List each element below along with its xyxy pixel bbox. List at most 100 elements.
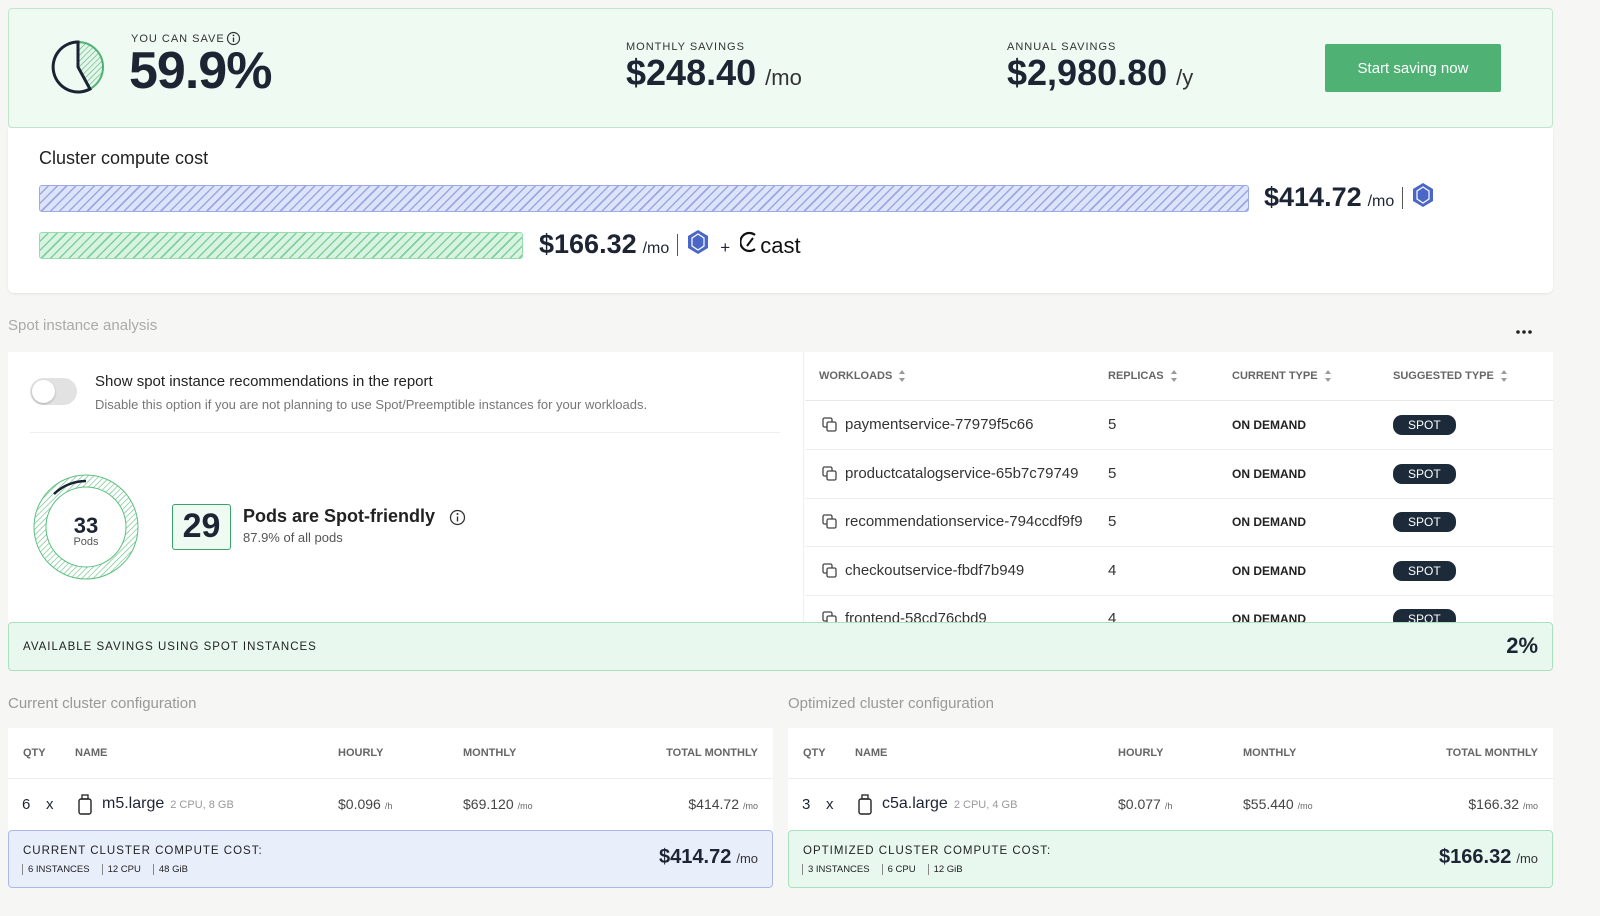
spot-toggle[interactable] [30, 378, 77, 405]
total-row: $414.72/mo [558, 796, 758, 812]
column-header-text: CURRENT TYPE [1232, 369, 1318, 382]
qty: 6 [22, 796, 31, 813]
optimized-cost-row: $166.32/mo + cast [539, 229, 801, 260]
current-type: ON DEMAND [1232, 515, 1306, 530]
replicas: 5 [1108, 464, 1117, 482]
current-type: ON DEMAND [1232, 563, 1306, 578]
optimized_config-summary-box [788, 830, 1553, 888]
monthly-amount-row: $248.40/mo [626, 52, 802, 94]
replicas: 4 [1108, 610, 1117, 622]
total: $166.32 [1468, 796, 1519, 812]
column-header[interactable]: CURRENT TYPE [1232, 369, 1332, 383]
suggested-type-badge: SPOT [1393, 512, 1456, 533]
spot-savings-value: 2% [1506, 633, 1538, 658]
pods-total: 33 [73, 513, 99, 538]
total-row: $166.32/mo [1338, 796, 1538, 812]
current-type: ON DEMAND [1232, 612, 1306, 622]
hourly: $0.096 [338, 796, 381, 812]
workload-name: productcatalogservice-65b7c79749 [845, 464, 1079, 482]
column-header[interactable]: REPLICAS [1108, 369, 1178, 383]
cost-title: Cluster compute cost [39, 148, 209, 168]
workload-name: frontend-58cd76cbd9 [845, 610, 987, 622]
summary-tag: 12 CPU [101, 864, 153, 875]
replicas: 4 [1108, 561, 1117, 579]
header-line [805, 400, 1553, 401]
monthly-unit: /mo [1297, 801, 1313, 811]
spot-friendly-label: Pods are Spot-friendly [243, 506, 436, 526]
monthly-row: $69.120/mo [463, 796, 533, 812]
instance-name-row: c5a.large 2 CPU, 4 GB [882, 795, 1017, 813]
summary-label: CURRENT CLUSTER COMPUTE COST: [23, 845, 263, 857]
workloads-table: WORKLOADS REPLICAS CURRENT TYPE SUGGESTED T… [805, 352, 1553, 622]
suggested-type-badge: SPOT [1393, 463, 1456, 484]
workload-name: recommendationservice-794ccdf9f9 [845, 513, 1083, 531]
summary-tag: 12 GiB [927, 864, 975, 875]
more-menu[interactable] [1514, 328, 1534, 336]
info-icon[interactable] [226, 31, 241, 46]
column-header: TOTAL MONTHLY [666, 747, 758, 759]
sort-icon [1494, 370, 1508, 382]
column-header: MONTHLY [463, 747, 517, 759]
hourly-row: $0.077/h [1118, 796, 1172, 812]
optimized-cost-unit: /mo [642, 240, 670, 257]
instance-name-row: m5.large 2 CPU, 8 GB [102, 795, 234, 813]
column-header: MONTHLY [1243, 747, 1297, 759]
workload-name: checkoutservice-fbdf7b949 [845, 561, 1025, 579]
column-header-text: REPLICAS [1108, 369, 1164, 382]
column-header: HOURLY [1118, 747, 1164, 759]
kubernetes-icon [686, 229, 710, 260]
suggested-type-badge: SPOT [1393, 609, 1456, 622]
optimized-cost: $166.32 [539, 229, 637, 259]
summary-row: $166.32/mo [1288, 846, 1538, 869]
info-icon[interactable] [449, 509, 466, 526]
annual-label: ANNUAL SAVINGS [1007, 41, 1117, 53]
summary-tags: 3 INSTANCES 6 CPU 12 GiB [802, 864, 975, 875]
annual-unit: /y [1176, 65, 1194, 90]
summary-unit: /mo [736, 851, 758, 866]
suggested-type-badge: SPOT [1393, 560, 1456, 581]
monthly-unit: /mo [517, 801, 533, 811]
spot-friendly-share: 87.9% of all pods [243, 530, 343, 545]
start-saving-button[interactable]: Start saving now [1325, 44, 1501, 92]
row-line [805, 497, 1553, 499]
replicas: 5 [1108, 513, 1117, 531]
current-cost: $414.72 [1264, 182, 1362, 212]
total-unit: /mo [1522, 801, 1538, 811]
hourly-unit: /h [1164, 801, 1173, 811]
copy-icon [822, 611, 837, 622]
summary-unit: /mo [1516, 851, 1538, 866]
copy-icon [822, 514, 837, 534]
times: x [826, 796, 834, 813]
instance-spec: 2 CPU, 4 GB [953, 799, 1018, 811]
column-header[interactable]: SUGGESTED TYPE [1393, 369, 1508, 383]
cast-logo-text: cast [760, 233, 801, 258]
monthly-label: MONTHLY SAVINGS [626, 41, 745, 53]
annual-amount-row: $2,980.80/y [1007, 52, 1193, 94]
total: $414.72 [688, 796, 739, 812]
instance-name: m5.large [102, 795, 165, 812]
toggle-hint: Disable this option if you are not plann… [95, 397, 648, 412]
instance-name: c5a.large [882, 795, 948, 812]
replicas: 5 [1108, 416, 1117, 433]
separator [1402, 186, 1404, 209]
current_config-summary-box [8, 830, 773, 888]
cast-logo-icon [739, 230, 760, 259]
current-cost-unit: /mo [1367, 193, 1395, 210]
spot-card [8, 352, 1553, 624]
column-header-text: SUGGESTED TYPE [1393, 369, 1494, 382]
summary-total: $166.32 [1439, 846, 1512, 868]
summary-tag: 6 CPU [881, 864, 928, 875]
column-header: NAME [75, 747, 108, 759]
monthly-row: $55.440/mo [1243, 796, 1313, 812]
times: x [46, 796, 54, 813]
summary-row: $414.72/mo [508, 846, 758, 869]
suggested-type-badge: SPOT [1393, 415, 1456, 435]
kubernetes-icon [1411, 182, 1435, 213]
row-line [805, 594, 1553, 596]
separator [677, 233, 679, 256]
savings-card [8, 8, 1553, 128]
total-unit: /mo [742, 801, 758, 811]
pods-donut [33, 474, 139, 580]
column-header[interactable]: WORKLOADS [819, 369, 906, 383]
